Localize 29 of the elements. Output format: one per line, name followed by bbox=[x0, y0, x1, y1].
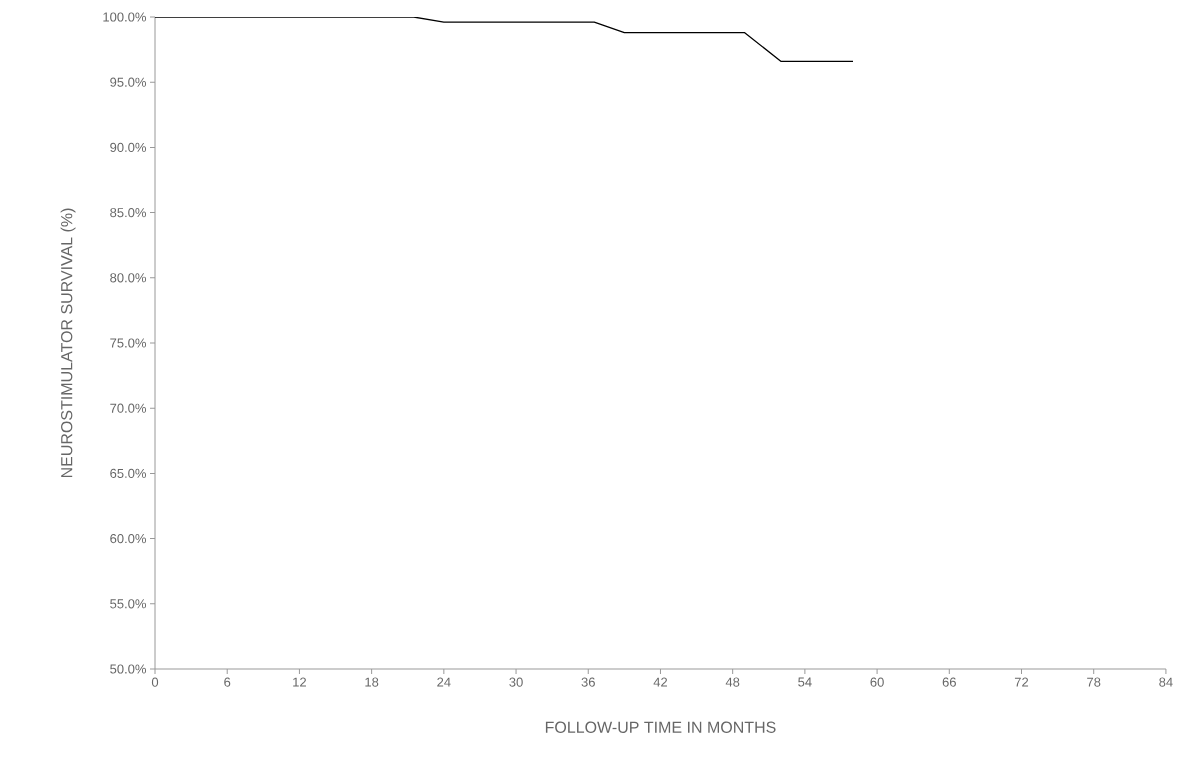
x-tick-label: 18 bbox=[365, 677, 379, 687]
x-tick-label: 48 bbox=[725, 677, 740, 687]
y-tick-label: 90.0% bbox=[110, 142, 147, 152]
x-tick-label: 36 bbox=[581, 677, 595, 687]
x-tick-label: 72 bbox=[1014, 677, 1029, 687]
y-tick-label: 70.0% bbox=[110, 403, 147, 413]
x-tick-label: 60 bbox=[870, 677, 884, 687]
x-tick-label: 30 bbox=[509, 677, 523, 687]
y-tick-label: 55.0% bbox=[110, 599, 147, 609]
x-tick-label: 6 bbox=[224, 677, 231, 687]
y-tick-label: 50.0% bbox=[110, 664, 147, 674]
y-axis-title: NEUROSTIMULATOR SURVIVAL (%) bbox=[60, 208, 76, 478]
x-tick-label: 0 bbox=[151, 677, 159, 687]
y-tick-label: 75.0% bbox=[110, 338, 147, 348]
x-tick-label: 12 bbox=[293, 677, 306, 687]
x-tick-label: 24 bbox=[437, 677, 451, 687]
y-tick-label: 100.0% bbox=[103, 12, 147, 22]
y-tick-label: 85.0% bbox=[110, 207, 147, 218]
x-tick-label: 66 bbox=[942, 677, 956, 687]
line-series bbox=[155, 16, 854, 62]
y-tick-label: 60.0% bbox=[110, 533, 147, 544]
x-tick-label: 84 bbox=[1159, 677, 1173, 687]
x-axis-title: FOLLOW-UP TIME IN MONTHS bbox=[545, 721, 776, 733]
x-tick-label: 54 bbox=[798, 677, 812, 687]
x-tick-label: 78 bbox=[1087, 677, 1101, 687]
x-tick-label: 42 bbox=[653, 677, 668, 687]
y-tick-label: 95.0% bbox=[110, 77, 147, 87]
y-tick-label: 65.0% bbox=[110, 468, 147, 478]
y-tick-label: 80.0% bbox=[110, 273, 147, 283]
